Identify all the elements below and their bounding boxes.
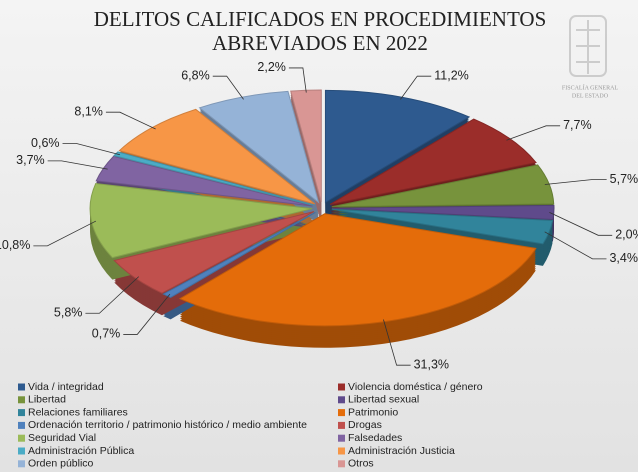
leader-line (105, 111, 156, 130)
chart-title: DELITOS CALIFICADOS EN PROCEDIMIENTOS (94, 7, 547, 31)
leader-line (544, 231, 607, 260)
slice (89, 183, 313, 259)
legend-swatch (338, 460, 345, 468)
leader-line (62, 143, 120, 156)
leader-line (544, 179, 607, 185)
legend-label: Administración Justicia (348, 445, 455, 457)
leader-line (400, 75, 432, 100)
legend-swatch (338, 409, 345, 417)
legend-label: Drogas (348, 419, 382, 431)
data-label: 10,8% (0, 238, 30, 252)
data-label: 3,4% (609, 251, 638, 265)
logo-lines (576, 20, 600, 74)
legend-label: Falsedades (348, 432, 402, 444)
legend-label: Libertad sexual (348, 394, 419, 406)
logo-text: DEL ESTADO (572, 93, 609, 99)
legend-label: Ordenación territorio / patrimonio histó… (28, 419, 307, 431)
legend-label: Vida / integridad (28, 381, 104, 393)
legend-swatch (18, 409, 25, 417)
slice (331, 204, 555, 220)
legend-label: Patrimonio (348, 406, 398, 418)
data-label: 3,7% (16, 153, 45, 167)
data-label: 5,8% (54, 306, 83, 320)
legend-label: Orden público (28, 458, 94, 470)
leader-line (506, 125, 561, 141)
legend-swatch (18, 383, 25, 391)
leader-line (383, 319, 411, 366)
legend-swatch (338, 421, 345, 429)
logo-shield (569, 15, 607, 77)
leader-line (212, 75, 244, 100)
data-label: 31,3% (414, 357, 449, 371)
data-label: 6,8% (181, 68, 210, 82)
leader-line (85, 276, 140, 314)
leader-line (123, 293, 171, 335)
legend-swatch (18, 396, 25, 404)
legend-swatch (338, 383, 345, 391)
logo (569, 15, 607, 77)
legend-swatch (18, 434, 25, 442)
leader-line (288, 67, 307, 93)
data-label: 2,2% (257, 60, 286, 74)
data-label: 5,7% (610, 172, 638, 186)
data-label: 11,2% (434, 68, 469, 82)
legend-swatch (338, 447, 345, 455)
legend-label: Otros (348, 458, 374, 470)
legend-swatch (338, 396, 345, 404)
chart-title: ABREVIADOS EN 2022 (212, 31, 428, 55)
slice (162, 212, 316, 298)
legend-swatch (18, 447, 25, 455)
slice (113, 211, 315, 294)
legend-label: Administración Pública (28, 445, 134, 457)
legend-swatch (18, 460, 25, 468)
legend-label: Libertad (28, 394, 66, 406)
leader-line (549, 212, 613, 236)
data-label: 8,1% (74, 105, 103, 119)
legend-swatch (18, 421, 25, 429)
leader-line (47, 160, 108, 170)
data-label: 2,0% (615, 228, 638, 242)
slice (178, 213, 537, 327)
data-label: 7,7% (563, 118, 592, 132)
leader-line (33, 220, 97, 247)
legend-label: Seguridad Vial (28, 432, 96, 444)
slice (331, 208, 554, 245)
legend-label: Violencia doméstica / género (348, 381, 483, 393)
legend-swatch (338, 434, 345, 442)
data-label: 0,6% (31, 136, 60, 150)
data-label: 0,7% (92, 327, 121, 341)
logo-text: FISCALÍA GENERAL (562, 83, 619, 91)
legend-label: Relaciones familiares (28, 406, 128, 418)
